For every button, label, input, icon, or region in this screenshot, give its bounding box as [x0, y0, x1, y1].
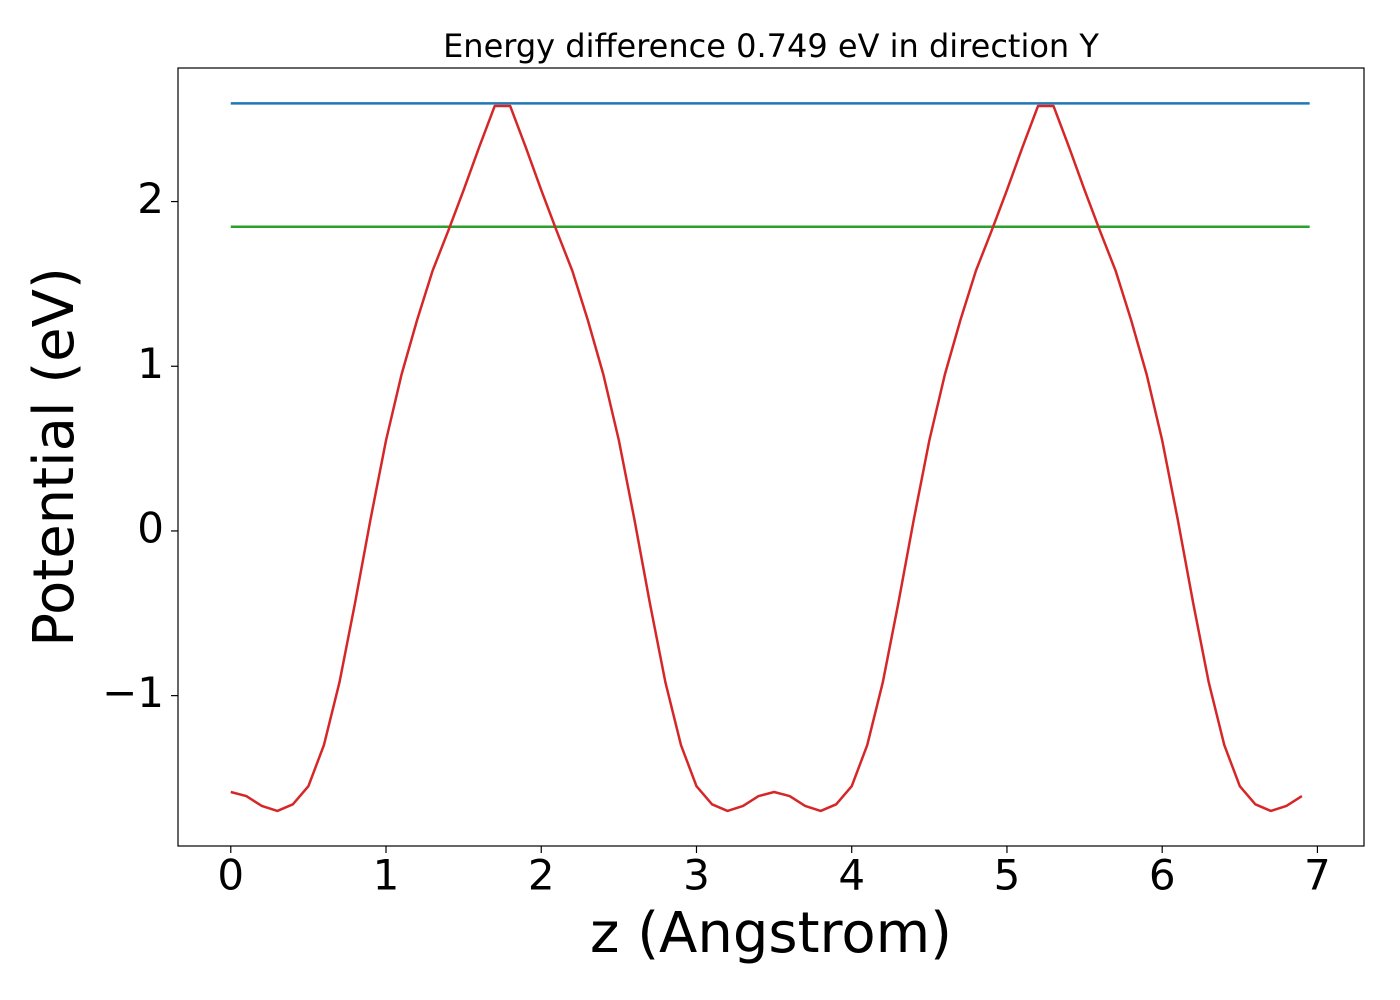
x-tick-label: 4 — [838, 851, 865, 900]
y-tick-label: 2 — [137, 174, 164, 223]
x-tick-label: 6 — [1149, 851, 1176, 900]
x-tick-label: 5 — [994, 851, 1021, 900]
y-tick-label: 0 — [137, 503, 164, 552]
y-axis-label: Potential (eV) — [22, 267, 87, 647]
x-tick-label: 2 — [528, 851, 555, 900]
plot-frame — [177, 67, 1365, 847]
chart-title: Energy difference 0.749 eV in direction … — [443, 27, 1099, 65]
x-tick-label: 7 — [1304, 851, 1331, 900]
y-tick-label: 1 — [137, 339, 164, 388]
x-axis-label: z (Angstrom) — [590, 901, 952, 966]
x-tick-label: 1 — [373, 851, 400, 900]
data-line — [230, 104, 1303, 813]
x-tick-label: 0 — [217, 851, 244, 900]
y-tick-label: −1 — [102, 668, 164, 717]
x-tick-label: 3 — [683, 851, 710, 900]
